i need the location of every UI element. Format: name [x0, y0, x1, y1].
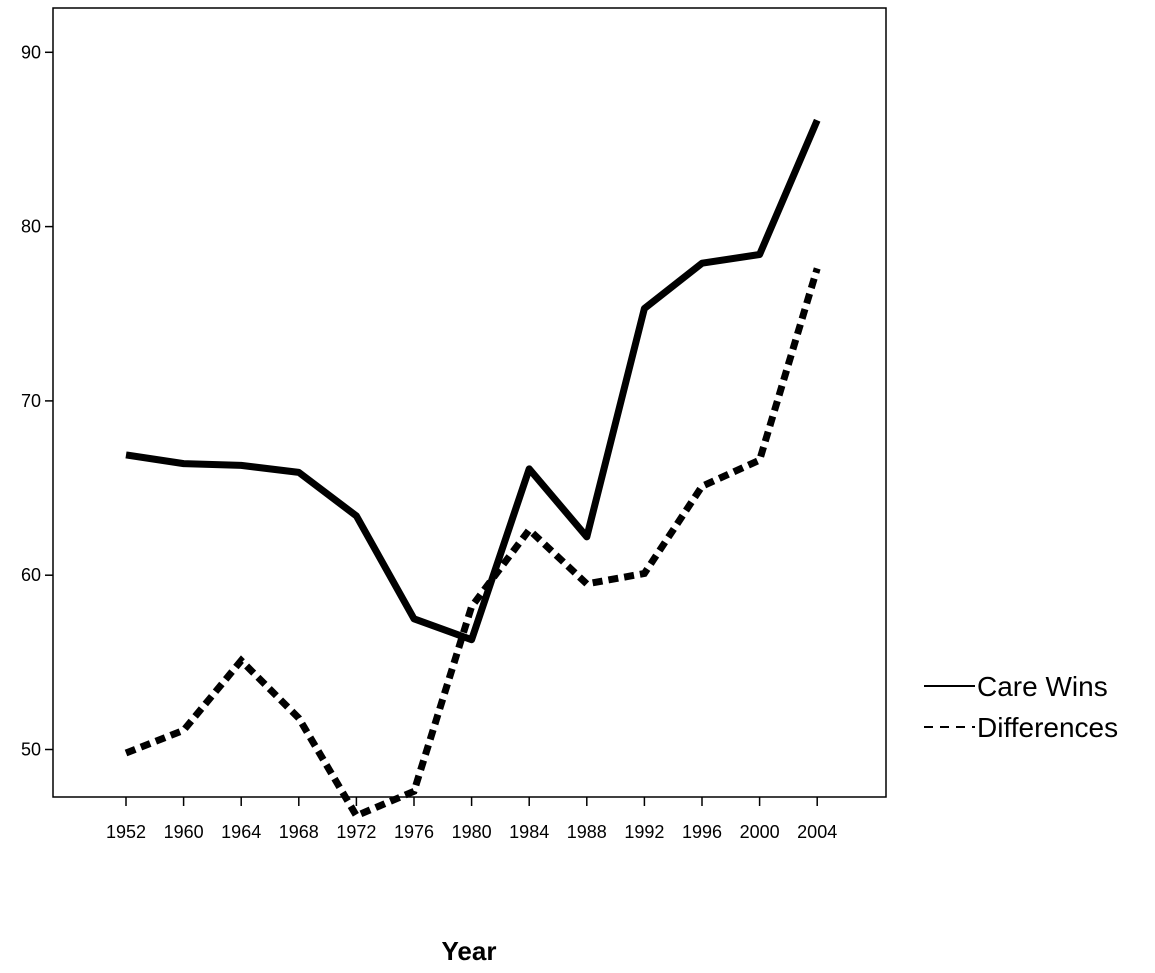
- y-tick-label: 60: [21, 565, 41, 585]
- x-tick-label: 1952: [106, 822, 146, 842]
- x-tick-label: 1980: [452, 822, 492, 842]
- x-tick-label: 2000: [740, 822, 780, 842]
- x-tick-label: 1964: [221, 822, 261, 842]
- series-line-2: [124, 267, 821, 821]
- x-axis-title: Year: [442, 936, 497, 966]
- x-axis: 1952 1960 1964 1968 1972 1976 1980 1984 1988 1992…: [106, 797, 837, 842]
- y-tick-label: 90: [21, 42, 41, 62]
- legend-label: Differences: [977, 712, 1118, 743]
- x-tick-label: 2004: [797, 822, 837, 842]
- x-tick-label: 1996: [682, 822, 722, 842]
- y-tick-label: 50: [21, 740, 41, 760]
- x-tick-label: 1968: [279, 822, 319, 842]
- legend: Care Wins Differences: [924, 671, 1118, 743]
- x-tick-label: 1992: [624, 822, 664, 842]
- x-tick-label: 1988: [567, 822, 607, 842]
- y-axis: 50 60 70 80 90: [21, 42, 53, 760]
- series-line-1: [125, 118, 821, 644]
- x-tick-label: 1960: [164, 822, 204, 842]
- y-tick-label: 70: [21, 391, 41, 411]
- x-tick-label: 1972: [336, 822, 376, 842]
- x-tick-label: 1984: [509, 822, 549, 842]
- y-tick-label: 80: [21, 217, 41, 237]
- plot-area-frame: [52, 7, 887, 798]
- legend-label: Care Wins: [977, 671, 1108, 702]
- series-layer: [124, 118, 821, 821]
- x-tick-label: 1976: [394, 822, 434, 842]
